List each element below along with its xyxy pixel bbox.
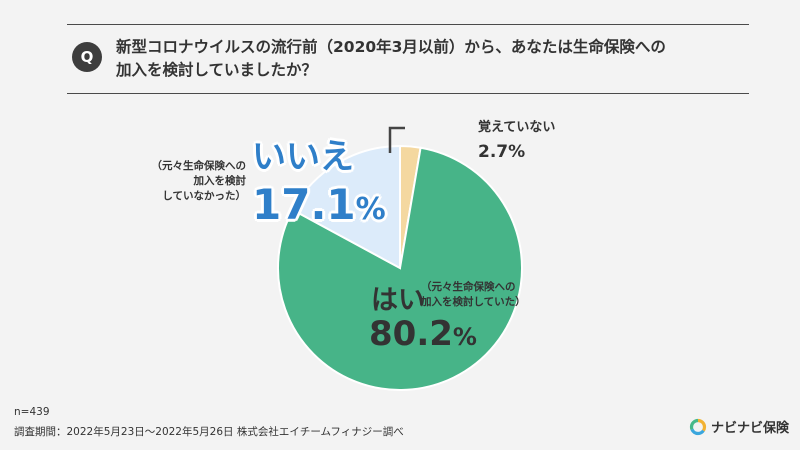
question-badge: Q xyxy=(72,42,102,72)
question-line-2: 加入を検討していましたか？ xyxy=(116,61,318,79)
no-note-line-2: 加入を検討 xyxy=(193,175,247,187)
yes-percent: 80.2% xyxy=(369,312,477,359)
pie-slices xyxy=(277,144,523,391)
yes-note-line-2: 加入を検討していた） xyxy=(421,296,526,308)
brand-name: ナビナビ保険 xyxy=(711,421,790,436)
top-rule xyxy=(67,24,749,25)
no-percent: 17.1% xyxy=(252,180,386,235)
no-label: いいえ xyxy=(252,137,354,177)
sample-size: n=439 xyxy=(14,406,50,418)
no-note-line-3: していなかった） xyxy=(162,190,246,202)
no-percent-sign: % xyxy=(355,192,386,227)
dont-remember-label: 覚えていない xyxy=(478,120,556,135)
no-percent-value: 17.1 xyxy=(252,180,356,229)
question-text: 新型コロナウイルスの流行前（2020年3月以前）から、あなたは生命保険への 加入… xyxy=(116,36,666,82)
dont-remember-percent: 2.7% xyxy=(478,142,526,162)
yes-note-line-1: （元々生命保険への xyxy=(421,281,516,293)
yes-label: はい xyxy=(371,285,425,316)
no-note: （元々生命保険への 加入を検討 していなかった） xyxy=(120,159,247,204)
bottom-rule xyxy=(67,93,749,94)
dont-remember-leader-line xyxy=(388,126,405,153)
brand-logo: ナビナビ保険 xyxy=(689,417,789,436)
yes-percent-value: 80.2 xyxy=(369,314,453,354)
survey-period: 調査期間：2022年5月23日〜2022年5月26日 株式会社エイチームフィナジ… xyxy=(14,426,404,438)
yes-percent-sign: % xyxy=(452,323,477,351)
question-line-1: 新型コロナウイルスの流行前（2020年3月以前）から、あなたは生命保険への xyxy=(116,38,666,56)
no-note-line-1: （元々生命保険への xyxy=(151,160,247,172)
yes-note: （元々生命保険への 加入を検討していた） xyxy=(421,280,526,310)
brand-ring-icon xyxy=(689,418,707,435)
